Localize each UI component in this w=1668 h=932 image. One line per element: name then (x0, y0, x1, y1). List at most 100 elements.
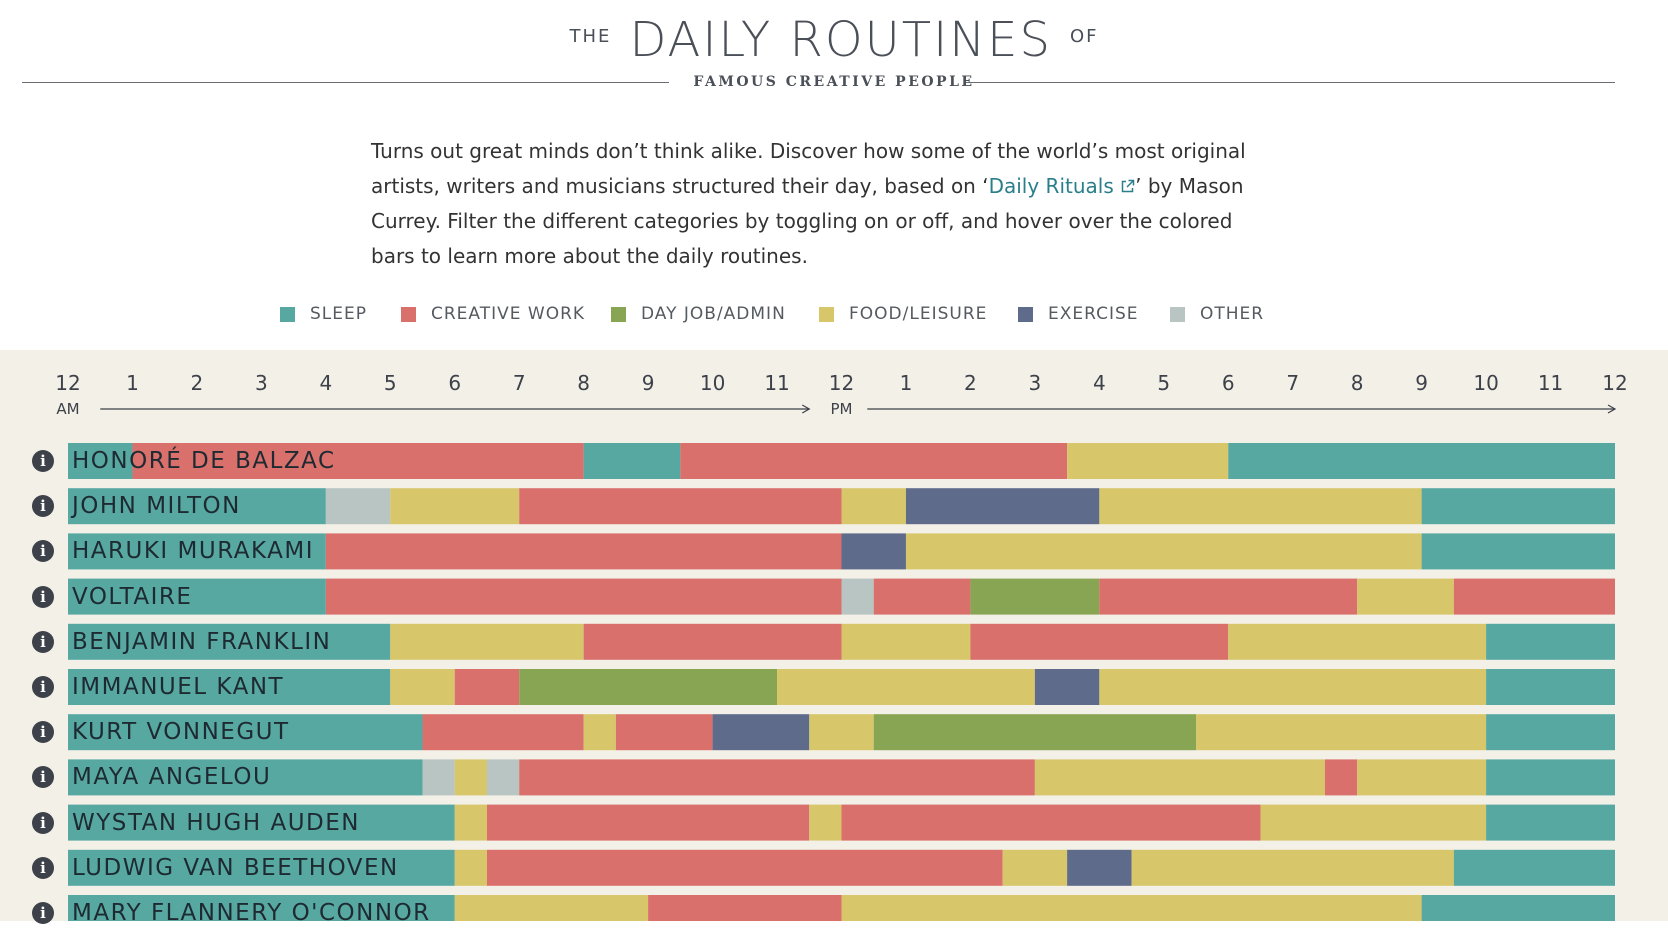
info-icon[interactable]: i (32, 630, 54, 653)
bar-segment-creative[interactable] (422, 714, 584, 751)
bar-segment-sleep[interactable] (68, 669, 391, 705)
bar-segment-food[interactable] (841, 623, 971, 660)
bar-segment-food[interactable] (1228, 623, 1487, 660)
bar-segment-food[interactable] (1002, 849, 1068, 886)
legend-item-other[interactable]: OTHER (1170, 302, 1264, 326)
bar-segment-creative[interactable] (325, 578, 842, 615)
bar-segment-food[interactable] (1067, 443, 1229, 479)
bar-segment-exercise[interactable] (1034, 669, 1100, 705)
info-icon[interactable]: i (32, 585, 54, 608)
bar-segment-exercise[interactable] (712, 714, 810, 751)
bar-segment-food[interactable] (841, 895, 1422, 921)
bar-segment-food[interactable] (454, 759, 487, 796)
bar-segment-sleep[interactable] (1421, 895, 1615, 921)
bar-segment-dayjob[interactable] (519, 669, 778, 705)
bar-segment-sleep[interactable] (68, 443, 133, 479)
bar-segment-sleep[interactable] (68, 895, 455, 921)
bar-segment-creative[interactable] (873, 578, 971, 615)
info-icon[interactable]: i (32, 495, 54, 518)
daily-rituals-link[interactable]: Daily Rituals (989, 174, 1136, 198)
bar-segment-exercise[interactable] (905, 488, 1100, 525)
bar-segment-food[interactable] (809, 714, 874, 751)
bar-segment-creative[interactable] (1453, 578, 1615, 615)
bar-segment-food[interactable] (390, 623, 584, 660)
legend-item-sleep[interactable]: SLEEP (280, 302, 367, 326)
bar-segment-dayjob[interactable] (970, 578, 1100, 615)
legend-item-exercise[interactable]: EXERCISE (1018, 302, 1139, 326)
bar-segment-food[interactable] (454, 804, 487, 841)
bar-segment-food[interactable] (454, 849, 487, 886)
info-icon[interactable]: i (32, 450, 54, 472)
bar-segment-exercise[interactable] (841, 533, 906, 570)
bar-segment-sleep[interactable] (583, 443, 681, 479)
bar-segment-sleep[interactable] (68, 533, 326, 570)
bar-segment-sleep[interactable] (68, 714, 423, 751)
bar-segment-food[interactable] (1099, 488, 1422, 525)
info-icon[interactable]: i (32, 856, 54, 879)
bar-segment-food[interactable] (1099, 669, 1487, 705)
bar-segment-creative[interactable] (583, 623, 842, 660)
bar-segment-sleep[interactable] (68, 849, 455, 886)
info-icon[interactable]: i (32, 721, 54, 744)
bar-segment-sleep[interactable] (1421, 488, 1615, 525)
bar-segment-sleep[interactable] (1453, 849, 1615, 886)
bar-segment-sleep[interactable] (68, 488, 326, 525)
bar-segment-food[interactable] (1357, 759, 1487, 796)
bar-segment-creative[interactable] (648, 895, 842, 921)
bar-segment-creative[interactable] (486, 849, 1003, 886)
bar-segment-dayjob[interactable] (873, 714, 1197, 751)
bar-segment-creative[interactable] (519, 759, 1035, 796)
bar-segment-other[interactable] (841, 578, 874, 615)
bar-segment-creative[interactable] (132, 443, 584, 479)
bar-segment-food[interactable] (809, 804, 842, 841)
bar-segment-food[interactable] (583, 714, 616, 751)
bar-segment-creative[interactable] (841, 804, 1261, 841)
bar-segment-sleep[interactable] (68, 623, 391, 660)
bar-segment-creative[interactable] (615, 714, 713, 751)
bar-segment-food[interactable] (390, 488, 520, 525)
bar-segment-sleep[interactable] (1486, 714, 1615, 751)
bar-segment-sleep[interactable] (1486, 759, 1615, 796)
legend-item-food[interactable]: FOOD/LEISURE (819, 302, 987, 326)
bar-segment-sleep[interactable] (68, 578, 326, 615)
legend-item-dayjob[interactable]: DAY JOB/ADMIN (611, 302, 786, 326)
bar-segment-other[interactable] (422, 759, 455, 796)
bar-segment-food[interactable] (454, 895, 649, 921)
info-icon[interactable]: i (32, 766, 54, 789)
bar-segment-sleep[interactable] (68, 759, 423, 796)
bar-segment-food[interactable] (777, 669, 1035, 705)
bar-segment-creative[interactable] (1324, 759, 1358, 796)
bar-segment-creative[interactable] (680, 443, 1068, 479)
x-tick-label: 12 (829, 371, 854, 395)
bar-segment-sleep[interactable] (1486, 669, 1615, 705)
bar-segment-other[interactable] (486, 759, 520, 796)
info-icon[interactable]: i (32, 902, 54, 924)
bar-segment-food[interactable] (841, 488, 906, 525)
bar-segment-creative[interactable] (970, 623, 1229, 660)
bar-segment-food[interactable] (390, 669, 455, 705)
bar-segment-creative[interactable] (1099, 578, 1358, 615)
bar-segment-creative[interactable] (325, 533, 842, 570)
bar-segment-other[interactable] (325, 488, 391, 525)
legend-item-creative[interactable]: CREATIVE WORK (401, 302, 585, 326)
info-icon[interactable]: i (32, 811, 54, 834)
bar-segment-food[interactable] (1034, 759, 1325, 796)
bar-segment-food[interactable] (1196, 714, 1487, 751)
bar-segment-exercise[interactable] (1067, 849, 1132, 886)
info-icon[interactable]: i (32, 676, 54, 698)
bar-segment-food[interactable] (1260, 804, 1487, 841)
bar-segment-creative[interactable] (519, 488, 842, 525)
bar-segment-sleep[interactable] (1421, 533, 1615, 570)
legend-swatch-other (1170, 306, 1185, 322)
bar-segment-creative[interactable] (486, 804, 810, 841)
bar-segment-sleep[interactable] (68, 804, 455, 841)
info-icon[interactable]: i (32, 540, 54, 563)
bar-segment-food[interactable] (905, 533, 1422, 570)
bar-segment-sleep[interactable] (1486, 623, 1615, 660)
bar-segment-food[interactable] (1131, 849, 1454, 886)
x-tick-label: 12 (55, 371, 80, 395)
bar-segment-creative[interactable] (454, 669, 520, 705)
bar-segment-food[interactable] (1357, 578, 1454, 615)
bar-segment-sleep[interactable] (1486, 804, 1615, 841)
bar-segment-sleep[interactable] (1228, 443, 1615, 479)
